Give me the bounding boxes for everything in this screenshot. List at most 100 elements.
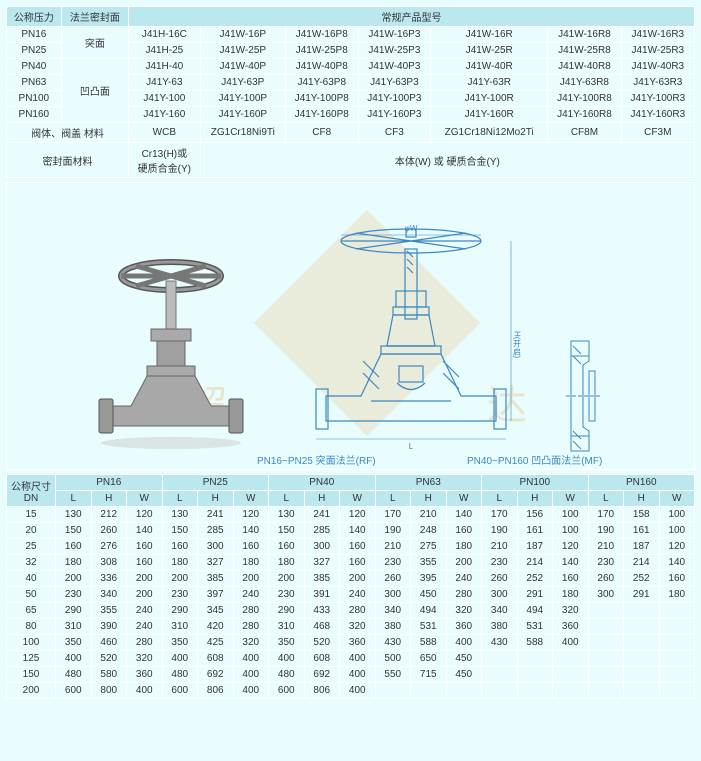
cell: 588 bbox=[411, 635, 447, 651]
table-row: PN40 凹凸面 J41H-40J41W-40PJ41W-40P8J41W-40… bbox=[7, 59, 695, 75]
cell bbox=[517, 683, 553, 699]
cell bbox=[588, 619, 624, 635]
cell: J41W-25P8 bbox=[285, 43, 358, 59]
cell-dn: 15 bbox=[7, 507, 56, 523]
cell: J41Y-160 bbox=[129, 107, 201, 123]
cell bbox=[624, 667, 660, 683]
cell: 340 bbox=[91, 587, 127, 603]
cell-dn: 32 bbox=[7, 555, 56, 571]
cell: 210 bbox=[588, 539, 624, 555]
cell: 130 bbox=[162, 507, 198, 523]
cell: 156 bbox=[517, 507, 553, 523]
subhdr: L bbox=[482, 491, 518, 507]
cell: 400 bbox=[233, 651, 269, 667]
cell: 252 bbox=[624, 571, 660, 587]
cell: 190 bbox=[482, 523, 518, 539]
cell bbox=[411, 683, 447, 699]
cell: 290 bbox=[162, 603, 198, 619]
cell: J41Y-63R8 bbox=[548, 75, 621, 91]
cell: 275 bbox=[411, 539, 447, 555]
cell bbox=[517, 667, 553, 683]
cell bbox=[659, 651, 695, 667]
cell: 200 bbox=[127, 571, 163, 587]
cell: 395 bbox=[411, 571, 447, 587]
cell: J41W-16R bbox=[431, 27, 548, 43]
svg-text:L: L bbox=[408, 442, 413, 451]
cell: 280 bbox=[127, 635, 163, 651]
cell: J41Y-160P8 bbox=[285, 107, 358, 123]
cell: 160 bbox=[340, 555, 376, 571]
cell: 120 bbox=[553, 539, 589, 555]
cell: 806 bbox=[304, 683, 340, 699]
cell: 170 bbox=[375, 507, 411, 523]
svg-text:φW: φW bbox=[404, 224, 417, 233]
cell: J41Y-63P bbox=[200, 75, 285, 91]
cell: 180 bbox=[233, 555, 269, 571]
cell: 140 bbox=[553, 555, 589, 571]
cell: 200 bbox=[233, 571, 269, 587]
cell: 692 bbox=[198, 667, 234, 683]
subhdr: H bbox=[91, 491, 127, 507]
cell: 密封面材料 bbox=[7, 143, 129, 178]
cell: 433 bbox=[304, 603, 340, 619]
cell: 692 bbox=[304, 667, 340, 683]
cell: 100 bbox=[659, 523, 695, 539]
cell: 161 bbox=[517, 523, 553, 539]
hdr-pn40: PN40 bbox=[269, 475, 376, 491]
cell: 130 bbox=[56, 507, 92, 523]
cell: 310 bbox=[269, 619, 305, 635]
cell: 480 bbox=[162, 667, 198, 683]
cell: 260 bbox=[91, 523, 127, 539]
subhdr: H bbox=[198, 491, 234, 507]
svg-text:H(开启): H(开启) bbox=[512, 331, 521, 358]
cell: 120 bbox=[233, 507, 269, 523]
cell: PN100 bbox=[7, 91, 62, 107]
cell: 140 bbox=[127, 523, 163, 539]
cell: 140 bbox=[659, 555, 695, 571]
cell: 468 bbox=[304, 619, 340, 635]
cell: 400 bbox=[56, 651, 92, 667]
cell bbox=[659, 683, 695, 699]
cell bbox=[624, 635, 660, 651]
cell: 320 bbox=[446, 603, 482, 619]
cell: J41Y-100P3 bbox=[358, 91, 431, 107]
cell: 252 bbox=[517, 571, 553, 587]
cell: 214 bbox=[624, 555, 660, 571]
hdr-dn: 公称尺寸 DN bbox=[7, 475, 56, 507]
cell: 200 bbox=[340, 571, 376, 587]
cell: 241 bbox=[198, 507, 234, 523]
cell: 200 bbox=[127, 587, 163, 603]
cell: J41W-40P8 bbox=[285, 59, 358, 75]
cell: 345 bbox=[198, 603, 234, 619]
cell: 140 bbox=[340, 523, 376, 539]
cell: 600 bbox=[162, 683, 198, 699]
cell: 230 bbox=[375, 555, 411, 571]
cell: 355 bbox=[411, 555, 447, 571]
cell: J41Y-63P3 bbox=[358, 75, 431, 91]
table-row: 200600800400600806400600806400 bbox=[7, 683, 695, 699]
cell: J41W-16R8 bbox=[548, 27, 621, 43]
table-row: 2015026014015028514015028514019024816019… bbox=[7, 523, 695, 539]
cell bbox=[588, 683, 624, 699]
hdr-pn63: PN63 bbox=[375, 475, 482, 491]
valve-cross-section: φW H(开启) L bbox=[301, 221, 521, 461]
cell: J41Y-160R3 bbox=[621, 107, 694, 123]
table-row: 6529035524029034528029043328034049432034… bbox=[7, 603, 695, 619]
cell: PN25 bbox=[7, 43, 62, 59]
cell: 494 bbox=[517, 603, 553, 619]
cell: 140 bbox=[446, 507, 482, 523]
cell: 140 bbox=[233, 523, 269, 539]
cell: 400 bbox=[269, 651, 305, 667]
cell: 180 bbox=[659, 587, 695, 603]
cell: 450 bbox=[411, 587, 447, 603]
subhdr: W bbox=[659, 491, 695, 507]
cell: 400 bbox=[233, 667, 269, 683]
cell-dn: 25 bbox=[7, 539, 56, 555]
subhdr: H bbox=[411, 491, 447, 507]
cell: J41Y-100 bbox=[129, 91, 201, 107]
cell: 360 bbox=[553, 619, 589, 635]
cell: 340 bbox=[375, 603, 411, 619]
cell: 凹凸面 bbox=[61, 59, 128, 123]
cell: J41W-16P3 bbox=[358, 27, 431, 43]
cell: 161 bbox=[624, 523, 660, 539]
